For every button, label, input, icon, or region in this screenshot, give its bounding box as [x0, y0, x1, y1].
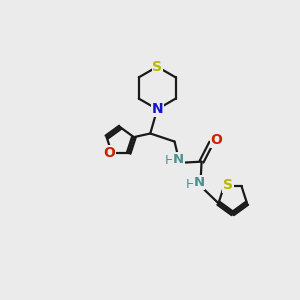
Text: S: S: [223, 178, 233, 192]
Text: N: N: [152, 102, 163, 116]
Text: S: S: [152, 60, 162, 74]
Text: H: H: [186, 178, 195, 190]
Text: N: N: [194, 176, 205, 189]
Text: N: N: [173, 153, 184, 166]
Text: H: H: [165, 154, 175, 167]
Text: O: O: [210, 134, 222, 147]
Text: O: O: [103, 146, 115, 160]
